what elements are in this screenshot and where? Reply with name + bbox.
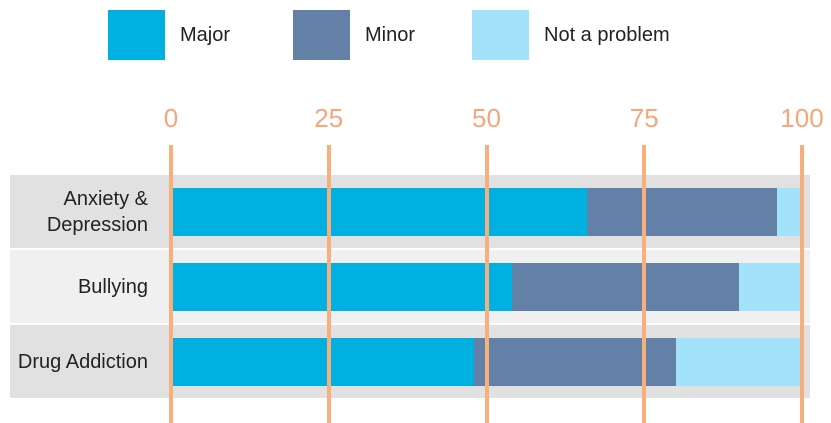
legend-swatch [108, 10, 165, 60]
bar-segment [675, 338, 802, 386]
legend-label: Major [180, 24, 231, 46]
x-tick-label: 75 [629, 103, 659, 133]
bar-segment [171, 188, 588, 236]
category-label: Drug Addiction [17, 350, 148, 373]
grid-line [800, 145, 804, 423]
x-tick-label: 25 [314, 103, 344, 133]
category-label: Bullying [77, 275, 148, 298]
x-tick-label: 50 [472, 103, 501, 133]
bar-segment [473, 338, 676, 386]
bar-segment [738, 263, 802, 311]
grid-line [169, 145, 173, 423]
bar-segment [171, 263, 512, 311]
grid-line [484, 145, 489, 423]
legend-label: Not a problem [544, 24, 670, 46]
grid-line [326, 145, 331, 423]
grid-line [642, 145, 647, 423]
x-tick-label: 0 [163, 103, 179, 133]
bar-segment [171, 338, 474, 386]
bar-segment [511, 263, 739, 311]
bar-segment [776, 188, 802, 236]
category-label: Anxiety & Depression [46, 187, 148, 236]
legend-swatch [472, 10, 529, 60]
legend-swatch [293, 10, 350, 60]
x-tick-label: 100 [780, 103, 824, 133]
bar-segment [587, 188, 777, 236]
legend-label: Minor [365, 24, 416, 46]
